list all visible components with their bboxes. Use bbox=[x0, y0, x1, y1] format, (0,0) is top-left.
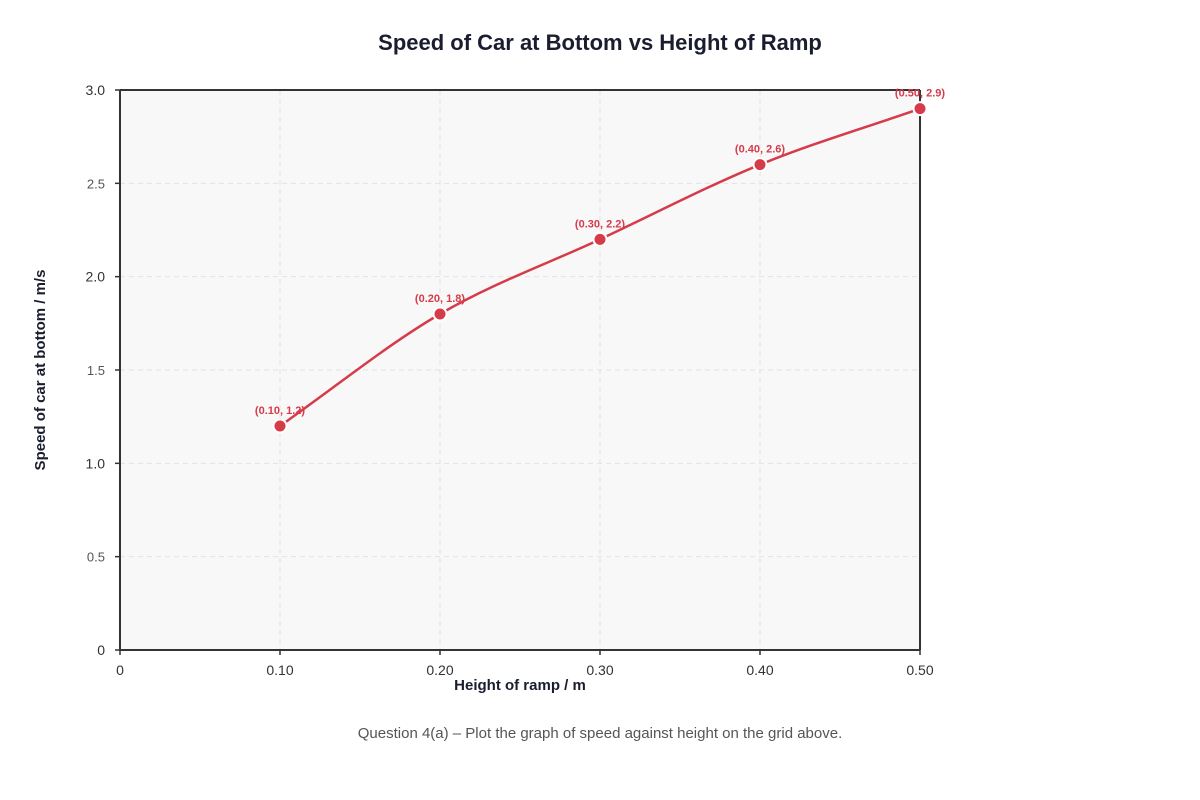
y-tick-label: 1.5 bbox=[87, 363, 105, 378]
x-tick-label: 0 bbox=[116, 662, 124, 678]
data-point bbox=[912, 101, 928, 117]
data-point bbox=[272, 418, 288, 434]
x-tick-label: 0.50 bbox=[906, 662, 933, 678]
question-caption: Question 4(a) – Plot the graph of speed … bbox=[357, 725, 843, 742]
chart-title: Speed of Car at Bottom vs Height of Ramp bbox=[378, 30, 822, 55]
y-tick-label: 0.5 bbox=[87, 550, 105, 565]
x-tick-label: 0.20 bbox=[426, 662, 453, 678]
y-tick-label: 2.5 bbox=[87, 176, 105, 191]
data-point bbox=[432, 306, 448, 322]
y-axis-label: Speed of car at bottom / m/s bbox=[32, 270, 49, 471]
x-tick-label: 0.40 bbox=[746, 662, 773, 678]
x-tick-label: 0.10 bbox=[266, 662, 293, 678]
data-point-label: (0.50, 2.9) bbox=[895, 88, 945, 100]
data-point-label: (0.20, 1.8) bbox=[415, 293, 465, 305]
data-point-label: (0.10, 1.2) bbox=[255, 405, 305, 417]
data-point bbox=[752, 157, 768, 173]
x-axis-label: Height of ramp / m bbox=[454, 677, 586, 694]
plot-area: 0 0.5 1.0 1.5 2.0 2.5 3.0 0 0.10 0.20 0.30 0.40 0.50… bbox=[86, 82, 946, 678]
y-tick-label: 1.0 bbox=[86, 455, 106, 471]
x-tick-label: 0.30 bbox=[586, 662, 613, 678]
y-tick-label: 0 bbox=[97, 642, 105, 658]
data-point-label: (0.30, 2.2) bbox=[575, 218, 625, 230]
data-point-label: (0.40, 2.6) bbox=[735, 144, 785, 156]
data-point bbox=[592, 231, 608, 247]
y-tick-label: 3.0 bbox=[86, 82, 106, 98]
y-tick-label: 2.0 bbox=[86, 269, 106, 285]
